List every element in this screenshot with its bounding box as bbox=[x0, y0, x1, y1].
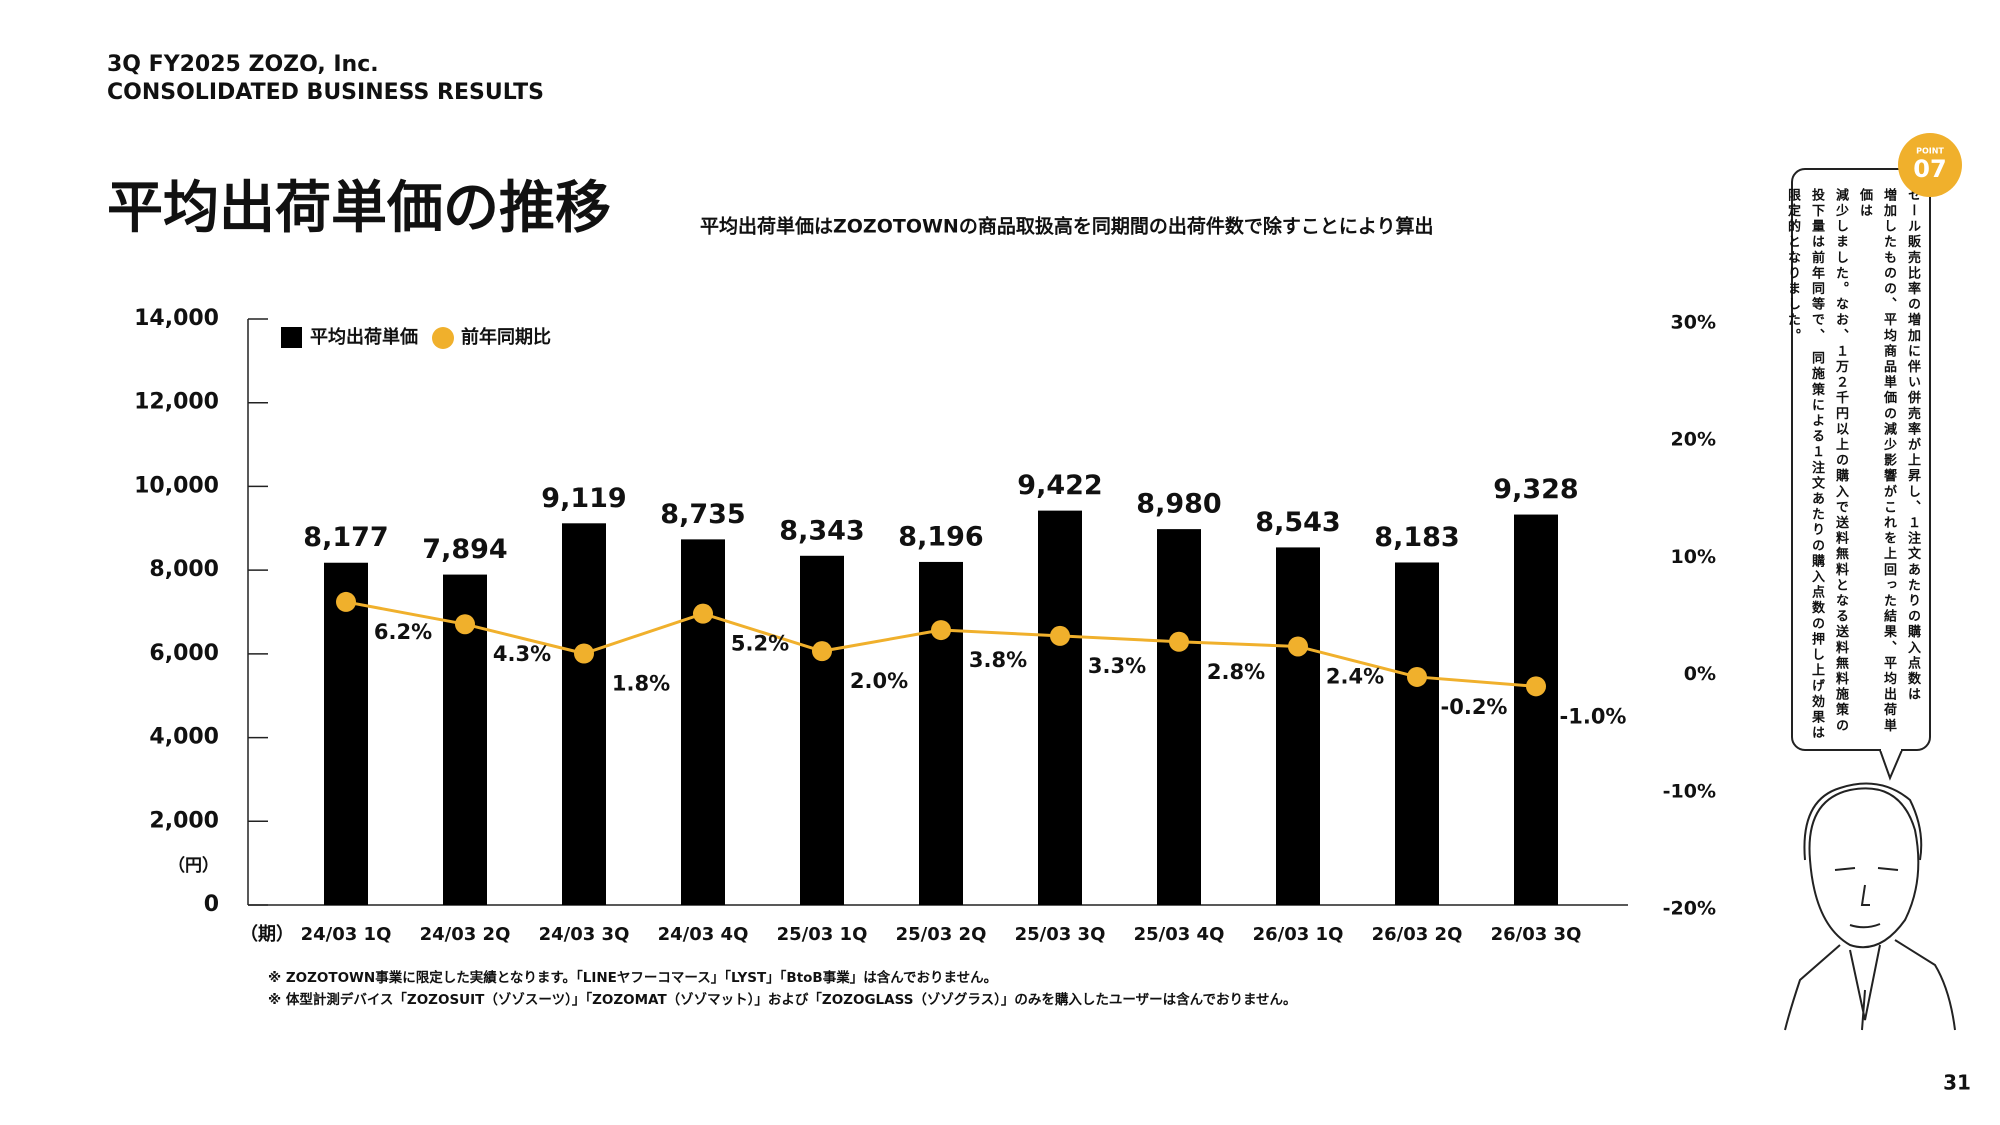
y-tick-label: 8,000 bbox=[149, 557, 219, 582]
line-value-label: 6.2% bbox=[374, 620, 432, 644]
legend-label: 平均出荷単価 bbox=[310, 326, 418, 348]
y-tick-label: 10,000 bbox=[134, 473, 219, 498]
bar bbox=[1038, 510, 1082, 905]
line-marker bbox=[1526, 676, 1546, 697]
y-tick-label: 14,000 bbox=[134, 306, 219, 331]
x-tick-label: 24/03 4Q bbox=[658, 924, 749, 945]
bubble-line: セール販売比率の増加に伴い併売率が上昇し、１注文あたりの購入点数は bbox=[1905, 188, 1920, 703]
y2-tick-label: -10% bbox=[1663, 780, 1716, 802]
bar-value-label: 8,196 bbox=[898, 521, 983, 552]
header: 3Q FY2025 ZOZO, Inc. bbox=[107, 52, 379, 77]
bubble-tail bbox=[1879, 749, 1903, 781]
line-marker bbox=[455, 614, 475, 635]
speech-bubble bbox=[1791, 168, 1931, 751]
y-tick-label: 4,000 bbox=[149, 725, 219, 750]
bar bbox=[1157, 529, 1201, 905]
bar-value-label: 9,328 bbox=[1493, 474, 1578, 505]
line-marker bbox=[693, 603, 713, 624]
legend-label: 前年同期比 bbox=[461, 326, 551, 348]
bubble-text: セール販売比率の増加に伴い併売率が上昇し、１注文あたりの購入点数は 増加したものの… bbox=[1785, 188, 1924, 748]
line-marker bbox=[931, 620, 951, 641]
y-tick-label: 12,000 bbox=[134, 390, 219, 415]
y-unit: （円） bbox=[168, 855, 219, 876]
x-tick-label: 26/03 1Q bbox=[1253, 924, 1344, 945]
x-tick-label: 25/03 1Q bbox=[777, 924, 868, 945]
bubble-line: 減少しました。なお、１万２千円以上の購入で送料無料となる送料無料施策の bbox=[1833, 188, 1848, 734]
x-tick-label: 25/03 2Q bbox=[896, 924, 987, 945]
bar-value-label: 8,543 bbox=[1255, 507, 1340, 538]
y2-tick-label: -20% bbox=[1663, 898, 1716, 920]
y-tick-label: 6,000 bbox=[149, 641, 219, 666]
point-number: 07 bbox=[1913, 155, 1946, 183]
point-label: POINT bbox=[1916, 147, 1944, 156]
line-marker bbox=[1407, 666, 1427, 687]
line-marker bbox=[1169, 631, 1189, 652]
header: CONSOLIDATED BUSINESS RESULTS bbox=[107, 80, 544, 105]
x-tick-label: 24/03 3Q bbox=[539, 924, 630, 945]
bar bbox=[681, 539, 725, 905]
point-badge bbox=[1898, 133, 1962, 197]
legend-swatch bbox=[432, 327, 454, 349]
line-value-label: 3.8% bbox=[969, 648, 1027, 672]
x-tick-label: 26/03 2Q bbox=[1372, 924, 1463, 945]
bar-value-label: 8,735 bbox=[660, 499, 745, 530]
line-marker bbox=[1050, 625, 1070, 646]
bar bbox=[1514, 514, 1558, 905]
y2-tick-label: 30% bbox=[1671, 312, 1716, 334]
line-marker bbox=[336, 591, 356, 612]
portrait bbox=[1784, 782, 1956, 1031]
line-value-label: 4.3% bbox=[493, 642, 551, 666]
bar-value-label: 8,183 bbox=[1374, 522, 1459, 553]
bar bbox=[1276, 547, 1320, 905]
footnote: ※ 体型計測デバイス「ZOZOSUIT（ゾゾスーツ）」「ZOZOMAT（ゾゾマッ… bbox=[268, 991, 1297, 1008]
x-unit: （期） bbox=[240, 924, 294, 945]
page-number: 31 bbox=[1943, 1071, 1971, 1095]
y2-tick-label: 20% bbox=[1671, 429, 1716, 451]
x-tick-label: 26/03 3Q bbox=[1491, 924, 1582, 945]
bar-value-label: 9,422 bbox=[1017, 470, 1102, 501]
line-value-label: -0.2% bbox=[1441, 695, 1508, 719]
line-value-label: 2.8% bbox=[1207, 660, 1265, 684]
line-value-label: 2.0% bbox=[850, 669, 908, 693]
line-value-label: 3.3% bbox=[1088, 654, 1146, 678]
line-marker bbox=[1288, 636, 1308, 657]
bar bbox=[1395, 562, 1439, 905]
line-value-label: -1.0% bbox=[1560, 704, 1627, 728]
bar-value-label: 7,894 bbox=[422, 534, 507, 565]
line-marker bbox=[812, 641, 832, 662]
x-tick-label: 24/03 2Q bbox=[420, 924, 511, 945]
bubble-line: 投下量は前年同等で、 同施策による１注文あたりの購入点数の押し上げ効果は bbox=[1809, 188, 1824, 742]
y2-tick-label: 0% bbox=[1684, 663, 1716, 685]
bar bbox=[919, 561, 963, 905]
x-tick-label: 25/03 4Q bbox=[1134, 924, 1225, 945]
x-tick-label: 25/03 3Q bbox=[1015, 924, 1106, 945]
bar bbox=[800, 555, 844, 905]
x-tick-label: 24/03 1Q bbox=[301, 924, 392, 945]
bar-value-label: 8,980 bbox=[1136, 489, 1221, 520]
y-tick-label: 0 bbox=[204, 892, 219, 917]
legend-swatch bbox=[281, 327, 302, 348]
title: 平均出荷単価の推移 bbox=[107, 176, 611, 241]
line-marker bbox=[574, 643, 594, 664]
bar-value-label: 9,119 bbox=[541, 483, 626, 514]
bar bbox=[562, 523, 606, 905]
line-value-label: 1.8% bbox=[612, 672, 670, 696]
bubble-line: 増加したものの、平均商品単価の減少影響がこれを上回った結果、平均出荷単価は bbox=[1857, 188, 1896, 734]
y-tick-label: 2,000 bbox=[149, 808, 219, 833]
bar bbox=[324, 562, 368, 905]
line-value-label: 2.4% bbox=[1326, 664, 1384, 688]
bar-value-label: 8,343 bbox=[779, 515, 864, 546]
line-value-label: 5.2% bbox=[731, 632, 789, 656]
footnote: ※ ZOZOTOWN事業に限定した実績となります。「LINEヤフーコマース」「L… bbox=[268, 969, 997, 986]
bubble-line: 限定的となりました。 bbox=[1785, 188, 1800, 344]
subtitle: 平均出荷単価はZOZOTOWNの商品取扱高を同期間の出荷件数で除すことにより算出 bbox=[700, 215, 1433, 238]
y2-tick-label: 10% bbox=[1671, 546, 1716, 568]
bar-value-label: 8,177 bbox=[303, 522, 388, 553]
